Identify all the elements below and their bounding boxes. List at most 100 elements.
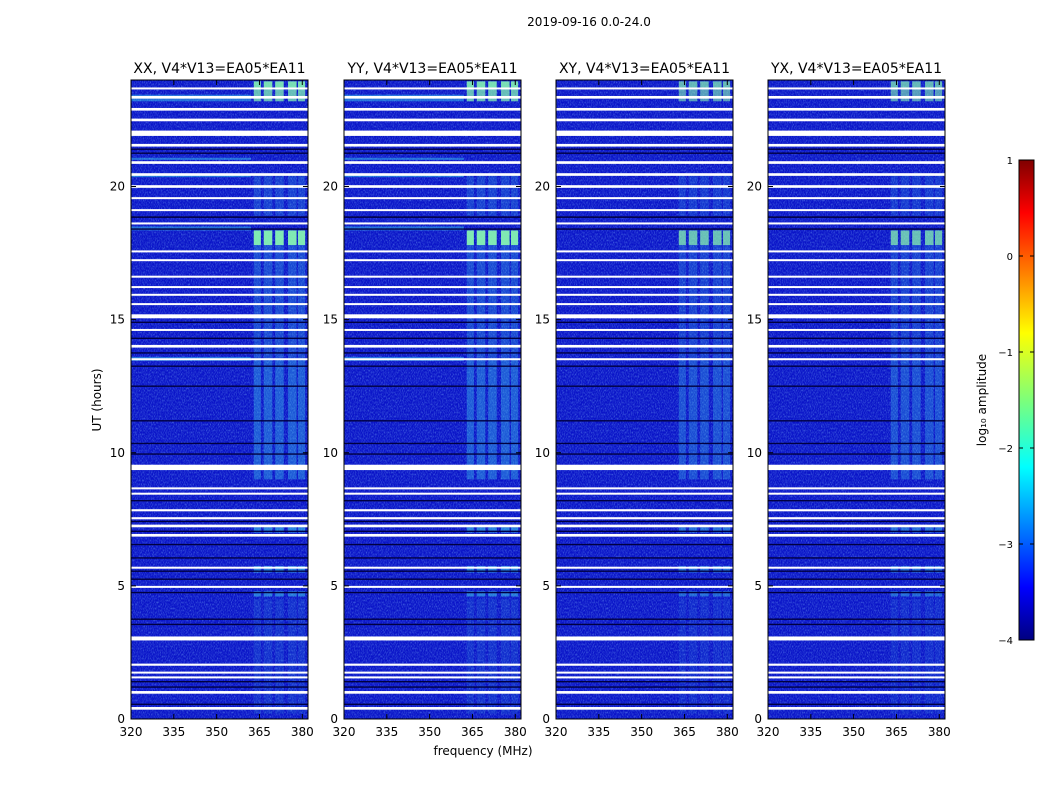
- flagged-band: [131, 328, 308, 331]
- flagged-band: [768, 328, 945, 331]
- rfi-block: [890, 599, 898, 714]
- flagged-band: [344, 143, 521, 147]
- rfi-block: [723, 173, 731, 216]
- rfi-block: [288, 359, 297, 480]
- flagged-band: [556, 509, 733, 512]
- flagged-band: [556, 143, 733, 147]
- flagged-band: [131, 533, 308, 537]
- rfi-block: [253, 87, 261, 102]
- rfi-block: [713, 359, 722, 480]
- rfi-block: [288, 565, 297, 573]
- rfi-block: [488, 591, 497, 597]
- flagged-band: [768, 585, 945, 588]
- rfi-block: [700, 599, 709, 714]
- rfi-block: [263, 565, 273, 573]
- flagged-band: [344, 585, 521, 588]
- rfi-block: [275, 599, 284, 714]
- flagged-band: [344, 161, 521, 164]
- rfi-block: [275, 173, 284, 216]
- rfi-block: [511, 173, 519, 216]
- flagged-band: [344, 173, 521, 176]
- colorbar-tick-label: 0: [1007, 252, 1013, 263]
- rfi-block: [713, 245, 722, 360]
- rfi-block: [501, 87, 510, 102]
- rfi-block: [263, 230, 273, 246]
- x-tick-label: 335: [587, 725, 610, 739]
- rfi-block: [678, 173, 686, 216]
- rfi-block: [912, 87, 921, 102]
- flagged-band: [556, 707, 733, 710]
- colorbar-gradient: [1018, 159, 1035, 641]
- y-tick-label: 5: [117, 579, 125, 593]
- rfi-block: [511, 527, 519, 533]
- rfi-block: [501, 599, 510, 714]
- rfi-block: [935, 359, 943, 480]
- flagged-band: [344, 209, 521, 212]
- flagged-band: [344, 222, 521, 225]
- flagged-band: [768, 533, 945, 537]
- x-tick-label: 350: [842, 725, 865, 739]
- rfi-block: [476, 173, 486, 216]
- rfi-block: [501, 359, 510, 480]
- x-tick-label: 365: [248, 725, 271, 739]
- rfi-block: [688, 230, 698, 246]
- flagged-band: [768, 161, 945, 164]
- flagged-band: [131, 464, 308, 471]
- rfi-block: [723, 359, 731, 480]
- rfi-block: [925, 81, 934, 88]
- flagged-band: [768, 173, 945, 176]
- rfi-block: [890, 359, 898, 480]
- flagged-band: [768, 293, 945, 296]
- panel-title: YX, V4*V13=EA05*EA11: [770, 61, 942, 77]
- rfi-block: [713, 527, 722, 533]
- flagged-band: [768, 130, 945, 136]
- rfi-block: [912, 591, 921, 597]
- rfi-block: [501, 565, 510, 573]
- flagged-band: [344, 130, 521, 136]
- x-tick-label: 365: [673, 725, 696, 739]
- flagged-band: [131, 314, 308, 319]
- flagged-band: [768, 517, 945, 520]
- rfi-block: [466, 81, 474, 88]
- flagged-band: [344, 691, 521, 694]
- rfi-block: [912, 359, 921, 480]
- flagged-band: [344, 676, 521, 679]
- flagged-band: [131, 107, 308, 111]
- flagged-band: [556, 130, 733, 136]
- flagged-band: [131, 636, 308, 641]
- rfi-block: [275, 245, 284, 360]
- flagged-band: [556, 209, 733, 212]
- rfi-block: [900, 599, 910, 714]
- rfi-block: [476, 599, 486, 714]
- rfi-block: [511, 565, 519, 573]
- panel-1: XX, V4*V13=EA05*EA11 320 335 350 365 380 0 5 10 1…: [110, 61, 314, 739]
- rfi-block: [700, 173, 709, 216]
- flagged-band: [556, 303, 733, 306]
- flagged-band: [131, 87, 308, 90]
- flagged-band: [131, 707, 308, 710]
- rfi-block: [700, 527, 709, 533]
- flagged-band: [344, 286, 521, 289]
- rfi-block: [723, 599, 731, 714]
- rfi-block: [253, 359, 261, 480]
- x-tick-label: 335: [375, 725, 398, 739]
- flagged-band: [131, 691, 308, 694]
- rfi-block: [678, 87, 686, 102]
- rfi-block: [700, 87, 709, 102]
- flagged-band: [768, 671, 945, 674]
- rfi-block: [476, 245, 486, 360]
- rfi-block: [253, 81, 261, 88]
- rfi-block: [275, 565, 284, 573]
- rfi-block: [688, 527, 698, 533]
- rfi-block: [263, 81, 273, 88]
- rfi-block: [466, 87, 474, 102]
- rfi-block: [935, 565, 943, 573]
- flagged-band: [556, 107, 733, 111]
- flagged-band: [344, 464, 521, 471]
- panel-3: XY, V4*V13=EA05*EA11 320 335 350 365 380 0 5 10 1…: [535, 61, 739, 739]
- flagged-band: [768, 259, 945, 262]
- panel-2: YY, V4*V13=EA05*EA11 320 335 350 365 380 0 5 10 1…: [323, 61, 527, 739]
- y-tick-label: 0: [754, 712, 762, 726]
- rfi-block: [263, 591, 273, 597]
